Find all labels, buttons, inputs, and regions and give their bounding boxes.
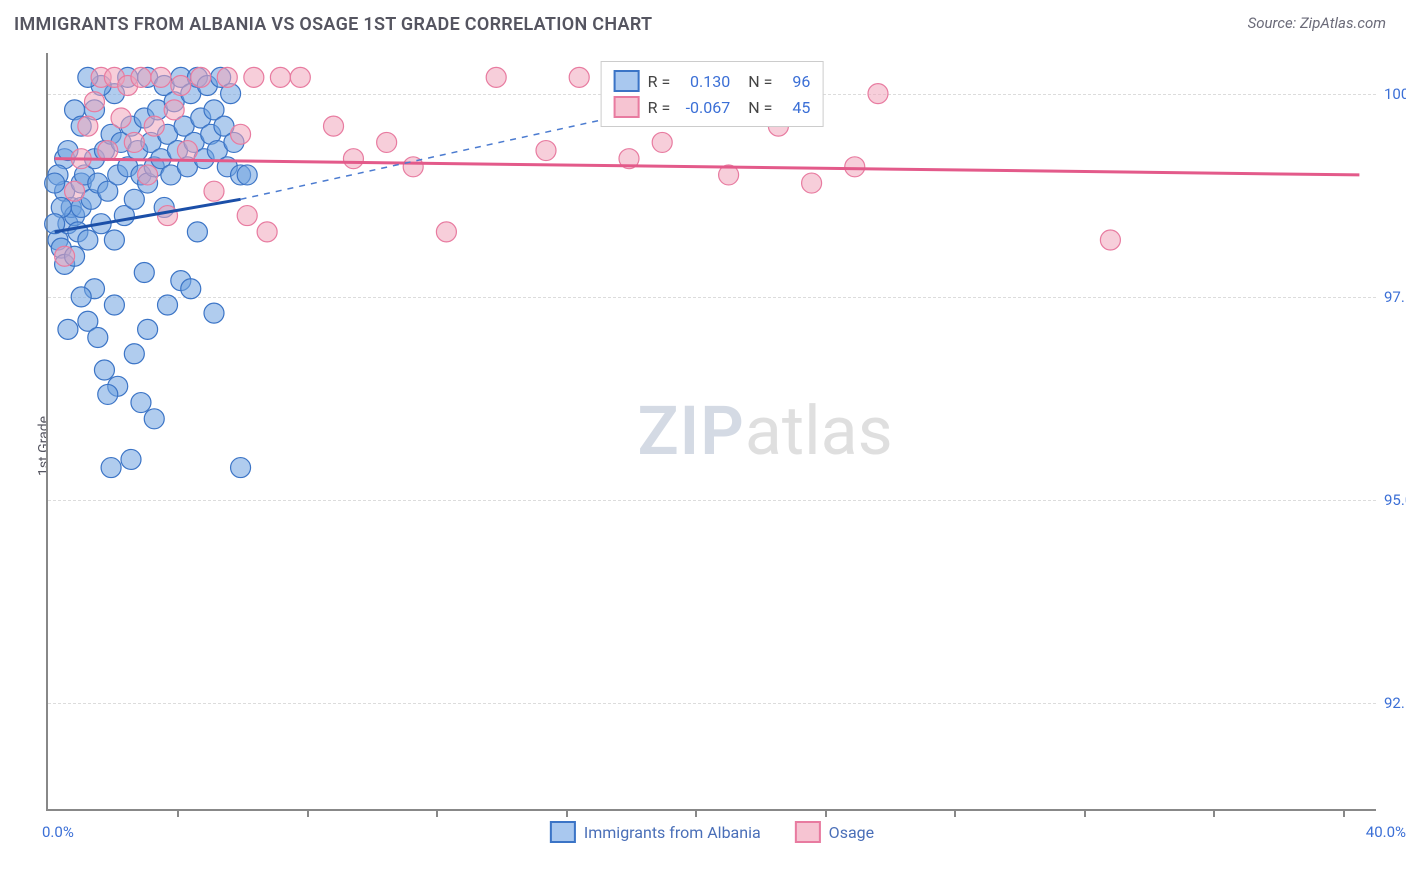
data-point bbox=[101, 458, 121, 478]
y-tick-label: 100.0% bbox=[1384, 85, 1406, 103]
data-point bbox=[98, 384, 118, 404]
data-point bbox=[164, 100, 184, 120]
data-point bbox=[94, 360, 114, 380]
y-tick-label: 92.5% bbox=[1384, 694, 1406, 712]
data-point bbox=[868, 84, 888, 104]
data-point bbox=[191, 67, 211, 87]
data-point bbox=[124, 344, 144, 364]
data-point bbox=[124, 132, 144, 152]
data-point bbox=[78, 116, 98, 136]
x-tick bbox=[177, 809, 179, 817]
data-point bbox=[204, 181, 224, 201]
x-tick bbox=[954, 809, 956, 817]
plot-area: ZIPatlas R = 0.130 N = 96 R = -0.067 N =… bbox=[46, 53, 1376, 811]
data-point bbox=[131, 67, 151, 87]
x-tick bbox=[1213, 809, 1215, 817]
legend-row-pink: R = -0.067 N = 45 bbox=[614, 94, 811, 120]
r-value-pink: -0.067 bbox=[678, 98, 730, 117]
data-point bbox=[181, 279, 201, 299]
n-value-blue: 96 bbox=[780, 72, 810, 91]
legend-item-pink: Osage bbox=[795, 821, 874, 843]
data-point bbox=[131, 393, 151, 413]
n-value-pink: 45 bbox=[780, 98, 810, 117]
x-tick bbox=[1343, 809, 1345, 817]
data-point bbox=[802, 173, 822, 193]
data-point bbox=[121, 449, 141, 469]
data-point bbox=[244, 67, 264, 87]
x-tick bbox=[566, 809, 568, 817]
y-tick-label: 95.0% bbox=[1384, 491, 1406, 509]
data-point bbox=[45, 173, 65, 193]
data-point bbox=[237, 206, 257, 226]
data-point bbox=[158, 206, 178, 226]
data-point bbox=[71, 287, 91, 307]
data-point bbox=[324, 116, 344, 136]
data-point bbox=[1100, 230, 1120, 250]
data-point bbox=[78, 230, 98, 250]
source-label: Source: ZipAtlas.com bbox=[1248, 14, 1386, 32]
y-tick-label: 97.5% bbox=[1384, 288, 1406, 306]
data-point bbox=[290, 67, 310, 87]
data-point bbox=[486, 67, 506, 87]
data-point bbox=[237, 165, 257, 185]
data-point bbox=[88, 328, 108, 348]
x-tick bbox=[825, 809, 827, 817]
x-tick bbox=[1084, 809, 1086, 817]
data-point bbox=[55, 246, 75, 266]
data-point bbox=[151, 67, 171, 87]
data-point bbox=[652, 132, 672, 152]
swatch-blue-bottom bbox=[550, 821, 576, 843]
data-point bbox=[536, 141, 556, 161]
header: IMMIGRANTS FROM ALBANIA VS OSAGE 1ST GRA… bbox=[0, 0, 1406, 45]
stats-legend: R = 0.130 N = 96 R = -0.067 N = 45 bbox=[601, 61, 824, 127]
data-point bbox=[158, 295, 178, 315]
data-point bbox=[104, 295, 124, 315]
swatch-pink-bottom bbox=[795, 821, 821, 843]
data-point bbox=[231, 124, 251, 144]
r-value-blue: 0.130 bbox=[678, 72, 730, 91]
data-point bbox=[104, 230, 124, 250]
data-point bbox=[187, 222, 207, 242]
data-point bbox=[138, 165, 158, 185]
data-point bbox=[270, 67, 290, 87]
data-point bbox=[377, 132, 397, 152]
scatter-svg bbox=[48, 53, 1376, 809]
data-point bbox=[171, 76, 191, 96]
data-point bbox=[138, 319, 158, 339]
series-legend: Immigrants from Albania Osage bbox=[550, 821, 874, 843]
data-point bbox=[204, 303, 224, 323]
data-point bbox=[111, 108, 131, 128]
x-min-label: 0.0% bbox=[42, 823, 74, 841]
data-point bbox=[217, 67, 237, 87]
data-point bbox=[98, 141, 118, 161]
legend-row-blue: R = 0.130 N = 96 bbox=[614, 68, 811, 94]
data-point bbox=[124, 189, 144, 209]
chart-title: IMMIGRANTS FROM ALBANIA VS OSAGE 1ST GRA… bbox=[14, 14, 652, 35]
legend-item-blue: Immigrants from Albania bbox=[550, 821, 761, 843]
data-point bbox=[436, 222, 456, 242]
swatch-blue bbox=[614, 70, 640, 92]
x-tick bbox=[695, 809, 697, 817]
swatch-pink bbox=[614, 96, 640, 118]
data-point bbox=[845, 157, 865, 177]
data-point bbox=[144, 409, 164, 429]
x-tick bbox=[307, 809, 309, 817]
data-point bbox=[58, 319, 78, 339]
data-point bbox=[134, 262, 154, 282]
data-point bbox=[343, 149, 363, 169]
data-point bbox=[65, 181, 85, 201]
data-point bbox=[144, 116, 164, 136]
data-point bbox=[231, 458, 251, 478]
x-tick bbox=[436, 809, 438, 817]
data-point bbox=[257, 222, 277, 242]
data-point bbox=[569, 67, 589, 87]
x-max-label: 40.0% bbox=[1366, 823, 1406, 841]
data-point bbox=[84, 92, 104, 112]
data-point bbox=[177, 141, 197, 161]
